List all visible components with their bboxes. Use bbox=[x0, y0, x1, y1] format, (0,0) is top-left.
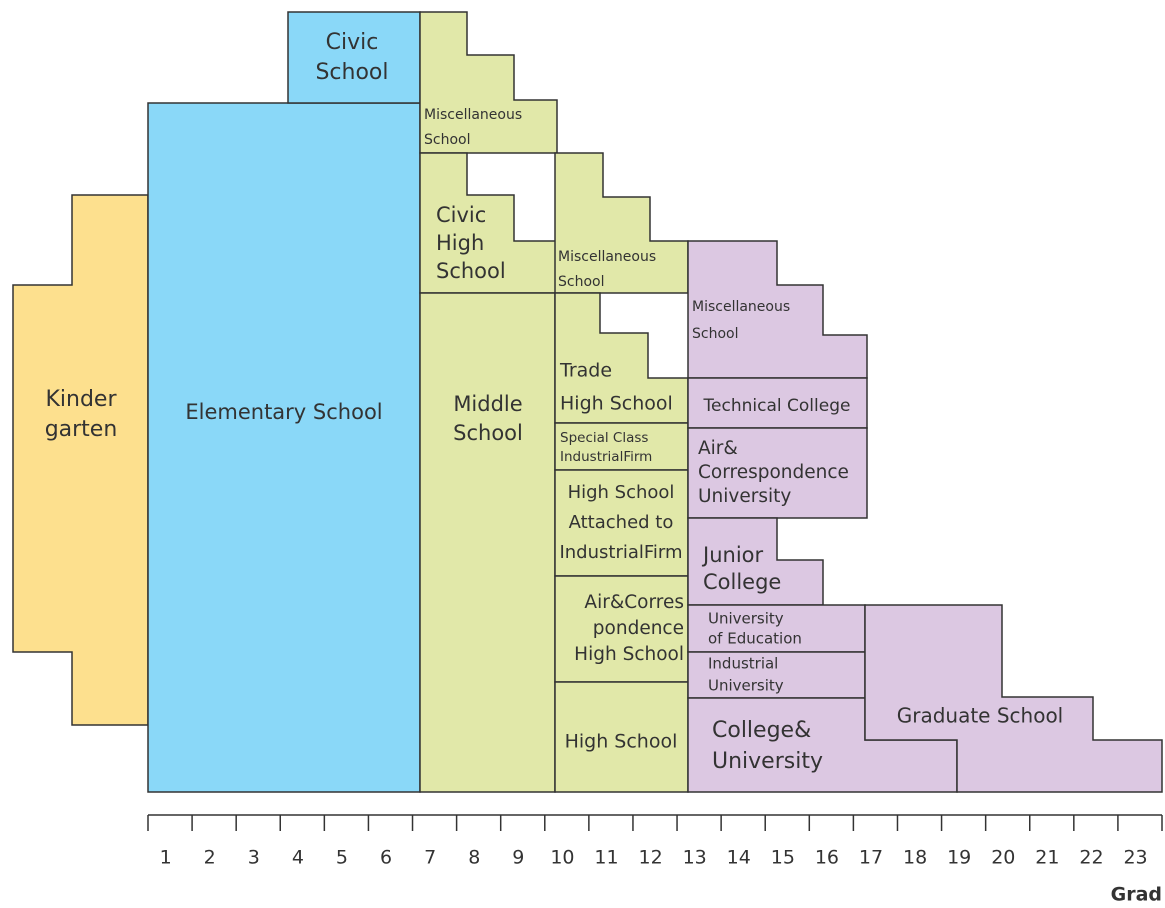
block-label: University bbox=[708, 610, 784, 628]
block-label: College bbox=[703, 570, 781, 594]
tick-label: 20 bbox=[991, 847, 1015, 869]
block-label: School bbox=[315, 60, 388, 85]
axis: Grad 1 2 3 4 5 6 7 8 9 10 11 12 13 14 15 16 17 18 19 20 21 22… bbox=[147, 814, 1163, 906]
tick-label: 19 bbox=[947, 847, 971, 869]
block-label: School bbox=[453, 421, 523, 445]
block-label: Technical College bbox=[703, 396, 851, 416]
block-label: Air&Corres bbox=[584, 592, 684, 613]
tick-label: 23 bbox=[1123, 847, 1147, 869]
block-label: Miscellaneous bbox=[424, 107, 522, 123]
block-label: Kinder bbox=[45, 387, 117, 412]
tick-label: 17 bbox=[859, 847, 883, 869]
block-label: Trade bbox=[559, 360, 612, 382]
tick-label: 10 bbox=[550, 847, 574, 869]
block-label: Special Class bbox=[560, 430, 648, 446]
graduate-block bbox=[864, 604, 1163, 793]
misc-school-block bbox=[554, 152, 689, 294]
block-label: of Education bbox=[708, 630, 802, 648]
tick-label: 16 bbox=[815, 847, 839, 869]
block-label: School bbox=[558, 274, 604, 290]
block-label: High School bbox=[568, 482, 675, 503]
tick-label: 18 bbox=[903, 847, 927, 869]
tick-label: 2 bbox=[204, 847, 216, 869]
block-label: Attached to bbox=[569, 512, 674, 533]
block-label: Civic bbox=[436, 203, 486, 227]
block-label: Air& bbox=[698, 438, 738, 459]
block-label: pondence bbox=[593, 618, 684, 639]
technical-college-block bbox=[687, 377, 868, 429]
air-university-block bbox=[687, 427, 868, 519]
block-label: University bbox=[712, 749, 823, 774]
block-label: High bbox=[436, 231, 484, 255]
block-label: High School bbox=[565, 731, 678, 753]
block-label: Correspondence bbox=[698, 462, 849, 483]
block-label: University bbox=[698, 486, 791, 507]
tick-label: 13 bbox=[683, 847, 707, 869]
labels: Civic School Kinder garten Elementary School… bbox=[45, 30, 1064, 774]
block-label: School bbox=[692, 326, 738, 342]
block-label: University bbox=[708, 677, 784, 695]
axis-label: Grad bbox=[1111, 884, 1162, 906]
block-label: Industrial bbox=[708, 655, 778, 673]
special-class-block bbox=[554, 422, 689, 471]
block-label: School bbox=[424, 132, 470, 148]
block-label: Elementary School bbox=[185, 400, 382, 424]
block-label: Middle bbox=[453, 392, 522, 416]
civic-school-block bbox=[287, 11, 421, 104]
tick-label: 12 bbox=[638, 847, 662, 869]
tick-label: 4 bbox=[292, 847, 304, 869]
block-label: Miscellaneous bbox=[692, 299, 790, 315]
block-label: College& bbox=[712, 718, 811, 743]
tick-label: 7 bbox=[424, 847, 436, 869]
tick-label: 14 bbox=[727, 847, 751, 869]
block-label: Miscellaneous bbox=[558, 249, 656, 265]
block-label: School bbox=[436, 259, 506, 283]
block-label: Junior bbox=[701, 543, 763, 567]
tick-label: 6 bbox=[380, 847, 392, 869]
tick-label: 22 bbox=[1079, 847, 1103, 869]
block-label: Graduate School bbox=[897, 704, 1064, 728]
tick-label: 5 bbox=[336, 847, 348, 869]
tick-label: 3 bbox=[248, 847, 260, 869]
elementary-block bbox=[147, 102, 421, 793]
tick-label: 21 bbox=[1035, 847, 1059, 869]
tick-label: 15 bbox=[771, 847, 795, 869]
high-school-block bbox=[554, 681, 689, 793]
block-label: IndustrialFirm bbox=[559, 542, 682, 563]
block-label: Civic bbox=[326, 30, 379, 55]
tick-label: 11 bbox=[594, 847, 618, 869]
middle-school-block bbox=[419, 292, 556, 793]
kindergarten-block bbox=[12, 194, 149, 726]
block-label: IndustrialFirm bbox=[560, 449, 652, 465]
tick-label: 8 bbox=[468, 847, 480, 869]
shapes bbox=[12, 11, 1163, 793]
tick-label: 1 bbox=[160, 847, 172, 869]
block-label: High School bbox=[574, 644, 684, 665]
tick-label: 9 bbox=[512, 847, 524, 869]
block-label: High School bbox=[560, 393, 673, 415]
block-label: garten bbox=[45, 417, 118, 442]
